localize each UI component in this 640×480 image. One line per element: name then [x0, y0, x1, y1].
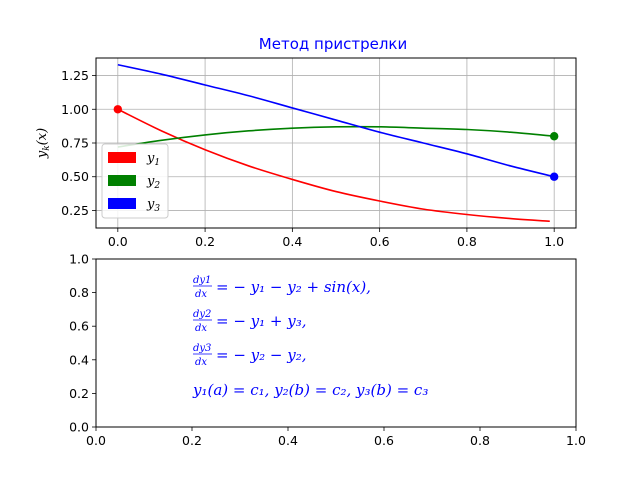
legend-swatch-y1 [108, 152, 136, 163]
series-marker-y1 [114, 105, 122, 113]
bottom-y-tick-label: 0.2 [69, 386, 89, 401]
chart-title: Метод пристрелки [259, 35, 407, 53]
bottom-x-ticks: 0.0 0.2 0.4 0.6 0.8 1.0 [86, 427, 586, 448]
eq2-denominator: dx [195, 323, 207, 334]
bottom-y-tick-label: 0.6 [69, 319, 89, 334]
top-x-tick-label: 0.8 [457, 234, 477, 249]
eq1-denominator: dx [195, 289, 207, 300]
bottom-x-tick-label: 0.0 [86, 433, 106, 448]
bottom-y-ticks: 0.0 0.2 0.4 0.6 0.8 1.0 [69, 252, 96, 435]
series-marker-y3 [550, 173, 558, 181]
series-line-y2 [118, 127, 554, 147]
bottom-y-tick-label: 0.8 [69, 285, 89, 300]
top-x-tick-label: 1.0 [544, 234, 564, 249]
top-x-tick-label: 0.2 [195, 234, 215, 249]
bottom-y-tick-label: 1.0 [69, 252, 89, 267]
top-y-tick-label: 1.25 [61, 68, 89, 83]
top-y-tick-label: 0.25 [61, 203, 89, 218]
bottom-x-tick-label: 0.6 [374, 433, 394, 448]
bottom-y-tick-label: 0.0 [69, 420, 89, 435]
series-line-y3 [118, 65, 554, 177]
legend-swatch-y2 [108, 175, 136, 186]
legend-swatch-y3 [108, 198, 136, 209]
bottom-x-tick-label: 1.0 [566, 433, 586, 448]
equations: dy1 dx = − y₁ − y₂ + sin(x), dy2 dx = − … [192, 275, 428, 399]
top-y-tick-label: 1.00 [61, 102, 89, 117]
bottom-y-tick-label: 0.4 [69, 352, 89, 367]
eq3-numerator: dy3 [193, 343, 211, 354]
eq2-numerator: dy2 [193, 309, 211, 320]
y-axis-label: yk(x) [35, 128, 52, 159]
bottom-x-tick-label: 0.8 [470, 433, 490, 448]
top-x-tick-label: 0.0 [108, 234, 128, 249]
series-marker-y2 [550, 132, 558, 140]
top-x-tick-label: 0.6 [370, 234, 390, 249]
bottom-x-tick-label: 0.2 [182, 433, 202, 448]
eq1-numerator: dy1 [193, 275, 211, 286]
top-y-ticks: 0.25 0.50 0.75 1.00 1.25 [61, 68, 96, 218]
top-y-tick-label: 0.75 [61, 136, 89, 151]
eq1-rhs: = − y₁ − y₂ + sin(x), [216, 278, 371, 296]
boundary-conditions: y₁(a) = c₁, y₂(b) = c₂, y₃(b) = c₃ [192, 381, 428, 399]
bottom-x-tick-label: 0.4 [278, 433, 298, 448]
eq3-denominator: dx [195, 357, 207, 368]
eq3-rhs: = − y₂ − y₂, [216, 346, 307, 364]
top-y-tick-label: 0.50 [61, 169, 89, 184]
eq2-rhs: = − y₁ + y₃, [216, 312, 307, 330]
top-x-ticks: 0.0 0.2 0.4 0.6 0.8 1.0 [108, 228, 564, 249]
top-x-tick-label: 0.4 [282, 234, 302, 249]
